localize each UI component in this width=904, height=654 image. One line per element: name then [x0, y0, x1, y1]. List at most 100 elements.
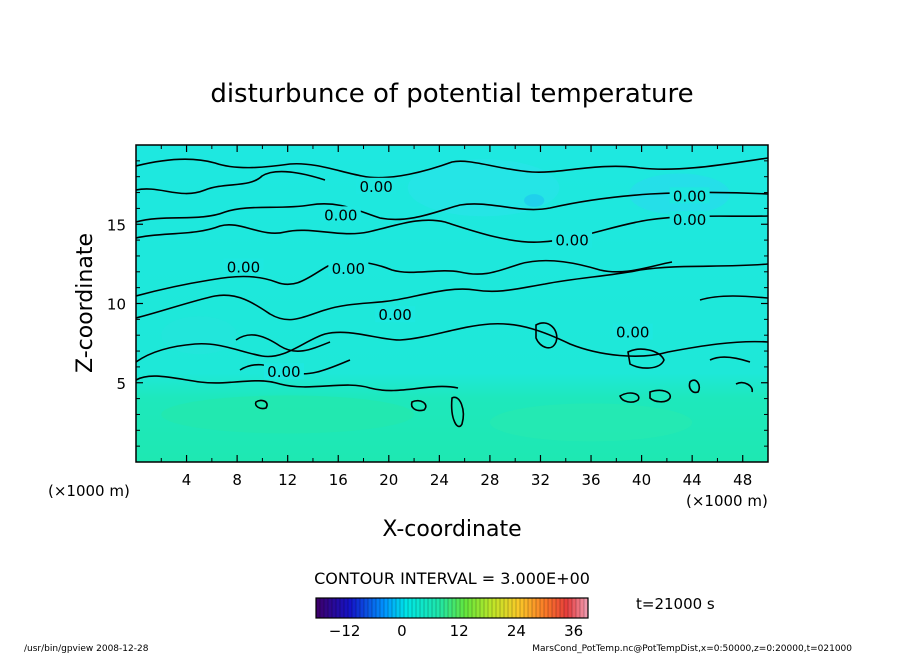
x-tick-label: 44	[683, 471, 702, 489]
colorbar-cell	[580, 598, 585, 618]
colorbar-cell	[336, 598, 341, 618]
colorbar-cell	[472, 598, 477, 618]
contour-label: 0.00	[378, 306, 411, 324]
colorbar-cell	[420, 598, 425, 618]
colorbar-cell	[348, 598, 353, 618]
colorbar-cell	[464, 598, 469, 618]
contour-line	[410, 399, 427, 412]
footer-left: /usr/bin/gpview 2008-12-28	[24, 644, 149, 654]
colorbar-cell	[564, 598, 569, 618]
colorbar-cell	[480, 598, 485, 618]
footer-right: MarsCond_PotTemp.nc@PotTempDist,x=0:5000…	[532, 644, 852, 654]
colorbar-cell	[504, 598, 509, 618]
contour-label-bg	[375, 306, 416, 323]
colorbar-cell	[532, 598, 537, 618]
colorbar-cell	[408, 598, 413, 618]
plot-area: 0.000.000.00 0.000.000.00 0.000.000.000.00	[136, 145, 768, 462]
colorbar-cell	[328, 598, 333, 618]
time-label: t=21000 s	[636, 595, 715, 613]
contour-line	[235, 334, 331, 353]
contour-line	[450, 396, 465, 428]
contour-line	[735, 381, 754, 393]
field-blob	[524, 194, 545, 207]
contour-labels: 0.000.000.00 0.000.000.00 0.000.000.000.00	[223, 177, 710, 381]
colorbar-cell	[360, 598, 365, 618]
colorbar-cell	[508, 598, 513, 618]
colorbar-cell	[400, 598, 405, 618]
colorbar-cell	[560, 598, 565, 618]
colorbar-cell	[456, 598, 461, 618]
y-tick-label: 5	[116, 375, 126, 393]
contour-line	[136, 170, 326, 195]
colorbar-ticks: −12 0 12 24 36	[329, 622, 583, 640]
colorbar-cell	[548, 598, 553, 618]
contour-label: 0.00	[267, 363, 300, 381]
contour-label: 0.00	[616, 324, 649, 342]
colorbar-cell	[432, 598, 437, 618]
contour-line	[688, 379, 701, 394]
contour-line	[136, 259, 673, 297]
contour-label-bg	[263, 363, 304, 380]
contour-line	[136, 191, 768, 223]
contour-line	[709, 356, 751, 363]
colorbar-cell	[372, 598, 377, 618]
x-tick-label: 36	[581, 471, 600, 489]
colorbar-cell	[556, 598, 561, 618]
contour-label: 0.00	[673, 211, 706, 229]
colorbar-cell	[544, 598, 549, 618]
colorbar	[315, 598, 589, 618]
colorbar-cell	[440, 598, 445, 618]
contour-label-bg	[223, 258, 264, 275]
contour-interval: CONTOUR INTERVAL = 3.000E+00	[314, 569, 590, 588]
field-blob	[489, 403, 693, 442]
contour-line	[136, 263, 768, 321]
contour-label-bg	[328, 260, 369, 277]
colorbar-tick-label: 36	[564, 622, 583, 640]
contour-line	[254, 399, 268, 410]
colorbar-tick-label: 12	[450, 622, 469, 640]
colorbar-cell	[540, 598, 545, 618]
colorbar-cell	[452, 598, 457, 618]
contour-label-bg	[552, 231, 593, 248]
x-tick-label: 16	[329, 471, 348, 489]
colorbar-cell	[396, 598, 401, 618]
colorbar-cell	[468, 598, 473, 618]
contour-label-bg	[320, 206, 361, 223]
colorbar-cell	[416, 598, 421, 618]
colorbar-cell	[368, 598, 373, 618]
colorbar-cell	[536, 598, 541, 618]
colorbar-cell	[388, 598, 393, 618]
colorbar-cell	[516, 598, 521, 618]
colorbar-frame	[315, 597, 589, 619]
colorbar-cell	[376, 598, 381, 618]
x-tick-label: 20	[379, 471, 398, 489]
x-tick-label: 8	[232, 471, 242, 489]
colorbar-cell	[412, 598, 417, 618]
colorbar-cell	[344, 598, 349, 618]
contour-line	[619, 392, 640, 403]
colorbar-cell	[524, 598, 529, 618]
contour-label-bg	[356, 177, 397, 194]
colorbar-cell	[484, 598, 489, 618]
contour-lines	[136, 157, 768, 428]
contour-line	[627, 348, 665, 369]
x-tick-label: 24	[430, 471, 449, 489]
colorbar-cell	[444, 598, 449, 618]
x-axis-label: X-coordinate	[382, 517, 521, 542]
contour-label: 0.00	[324, 206, 357, 224]
colorbar-cell	[492, 598, 497, 618]
colorbar-cell	[572, 598, 577, 618]
colorbar-cell	[340, 598, 345, 618]
contour-label: 0.00	[673, 187, 706, 205]
colorbar-cell	[404, 598, 409, 618]
contour-line	[136, 322, 768, 363]
colorbar-cell	[584, 598, 589, 618]
colorbar-cell	[552, 598, 557, 618]
chart-title: disturbunce of potential temperature	[210, 79, 693, 109]
x-tick-label: 12	[278, 471, 297, 489]
colorbar-cell	[476, 598, 481, 618]
y-axis-label: Z-coordinate	[73, 233, 98, 373]
colorbar-cell	[352, 598, 357, 618]
y-axis-ticks: 5 10 15	[107, 160, 768, 447]
